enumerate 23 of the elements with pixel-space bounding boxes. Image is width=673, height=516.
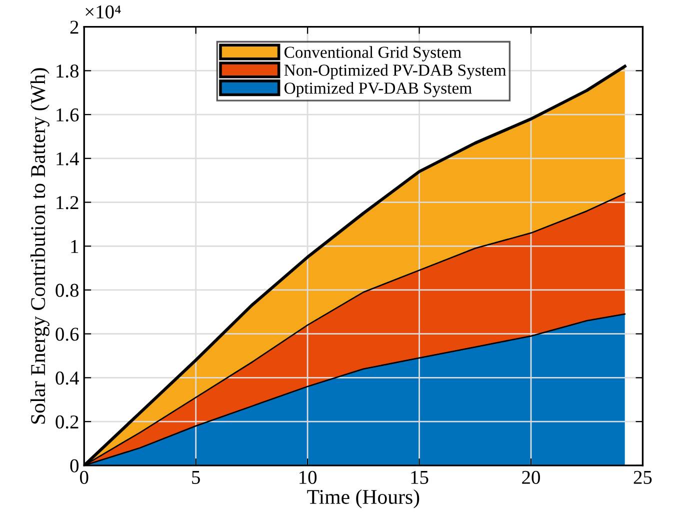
x-tick-label: 20 (522, 470, 540, 484)
x-tick-label: 5 (192, 471, 200, 484)
y-tick-label: 1.8 (56, 64, 79, 78)
x-tick-label: 10 (300, 470, 317, 484)
legend-label: Conventional Grid System (284, 46, 462, 62)
y-tick-label: 0 (70, 459, 79, 472)
y-tick-label: 0.2 (56, 415, 78, 429)
legend-label: Non-Optimized PV-DAB System (284, 64, 506, 80)
y-tick-label: 1 (71, 240, 78, 253)
x-tick-label: 0 (80, 470, 88, 484)
y-tick-label: 0.6 (56, 328, 79, 341)
y-tick-label: 1.6 (56, 108, 79, 122)
y-axis-title: Solar Energy Contribution to Battery (Wh) (30, 68, 50, 424)
legend-label: Optimized PV-DAB System (284, 82, 472, 98)
x-axis-title: Time (Hours) (307, 489, 420, 508)
x-tick-label: 15 (411, 470, 428, 484)
y-tick-label: 1.4 (56, 152, 79, 166)
text: ×10⁴ (86, 5, 121, 18)
y-tick-label: 0.4 (56, 372, 79, 385)
y-tick-label: 2 (70, 20, 78, 34)
x-tick-label: 25 (634, 470, 652, 484)
y-tick-label: 1.2 (56, 196, 78, 210)
y-tick-label: 0.8 (56, 284, 79, 298)
